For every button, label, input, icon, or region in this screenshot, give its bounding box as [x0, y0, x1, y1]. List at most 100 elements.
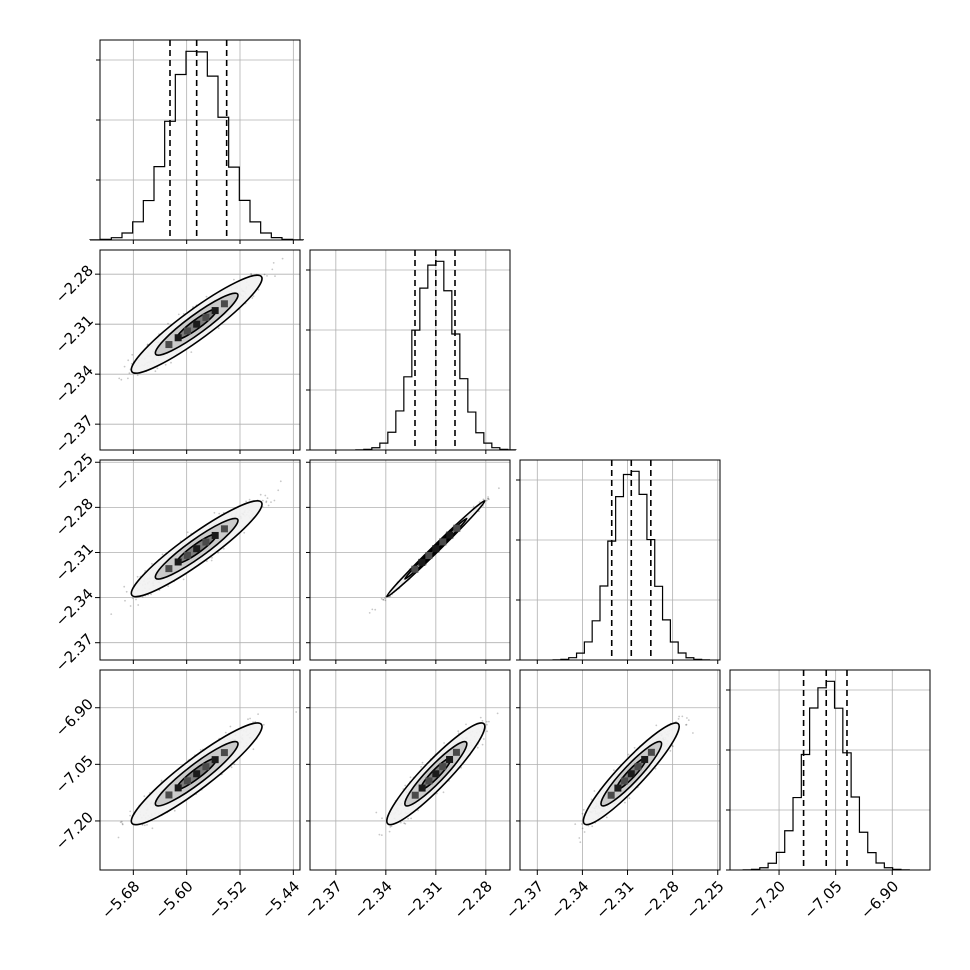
sample-point [443, 742, 445, 744]
sample-point [218, 512, 221, 515]
scatter-points [118, 257, 284, 381]
sample-point [243, 531, 246, 534]
density-core [418, 784, 426, 792]
sample-point [482, 738, 485, 740]
sample-point [277, 489, 280, 492]
sample-point [685, 723, 688, 726]
sample-point [205, 295, 208, 298]
sample-point [151, 562, 153, 565]
sample-point [123, 365, 126, 368]
density-core [202, 763, 210, 771]
density-core [183, 551, 191, 559]
density-core [220, 525, 228, 533]
sample-point [161, 553, 164, 556]
sample-point [230, 766, 233, 769]
sample-point [119, 821, 122, 824]
sample-point [164, 363, 167, 366]
sample-point [417, 809, 419, 812]
sample-point [404, 784, 407, 787]
density-core [193, 770, 201, 778]
sample-point [129, 605, 132, 607]
sample-point [404, 822, 407, 825]
sample-point [479, 716, 482, 719]
grid-layer [100, 40, 930, 870]
sample-point [120, 820, 123, 823]
sample-point [383, 597, 386, 599]
sample-point [460, 766, 462, 769]
sample-point [281, 257, 284, 260]
sample-point [251, 297, 254, 299]
sample-point [678, 715, 680, 718]
sample-point [478, 501, 481, 503]
sample-point [692, 732, 694, 734]
sample-point [264, 494, 267, 497]
sample-point [156, 367, 159, 370]
sample-point [160, 779, 163, 782]
density-core [432, 770, 440, 778]
sample-point [381, 817, 383, 820]
sample-point [481, 719, 484, 722]
sample-point [581, 812, 584, 815]
sample-point [409, 776, 412, 779]
sample-point [121, 823, 124, 826]
sample-point [263, 273, 266, 276]
sample-point [125, 590, 128, 593]
sample-point [247, 718, 249, 721]
sample-point [382, 598, 385, 601]
sample-point [190, 351, 193, 353]
sample-point [628, 797, 631, 799]
sample-point [378, 833, 381, 836]
data-layer [89, 40, 910, 871]
sample-point [382, 598, 385, 601]
sample-point [476, 746, 479, 749]
density-core [439, 538, 447, 546]
sample-point [143, 824, 146, 827]
scatter-points [375, 712, 499, 836]
sample-point [574, 823, 577, 825]
sample-point [127, 377, 129, 380]
sample-point [420, 766, 422, 768]
density-core [183, 777, 191, 785]
density-core [411, 791, 419, 799]
sample-point [224, 731, 227, 734]
sample-point [375, 811, 378, 814]
sample-point [593, 790, 596, 792]
density-core [446, 755, 454, 763]
sample-point [488, 720, 490, 723]
sample-point [137, 604, 140, 606]
sample-point [265, 500, 268, 503]
sample-point [399, 821, 402, 824]
sample-point [233, 763, 236, 766]
sample-point [273, 499, 276, 502]
sample-point [233, 278, 235, 281]
sample-point [248, 498, 251, 501]
sample-point [129, 814, 132, 817]
sample-point [173, 809, 176, 812]
density-core [220, 300, 228, 308]
sample-point [295, 711, 298, 713]
sample-point [127, 359, 130, 362]
sample-point [151, 827, 154, 830]
sample-point [229, 725, 232, 728]
sample-point [487, 497, 490, 500]
sample-point [250, 273, 252, 275]
sample-point [182, 578, 185, 581]
sample-point [252, 295, 255, 297]
scatter-points [110, 480, 282, 615]
sample-point [672, 745, 674, 748]
sample-point [110, 613, 113, 615]
sample-point [123, 585, 126, 588]
sample-point [131, 597, 134, 600]
sample-point [270, 501, 272, 503]
sample-point [272, 262, 275, 264]
density-core [453, 524, 461, 532]
sample-point [581, 827, 584, 830]
sample-point [213, 511, 216, 514]
sample-point [266, 497, 269, 499]
sample-point [117, 836, 120, 839]
sample-point [498, 487, 500, 490]
density-core [418, 558, 426, 566]
density-core [165, 341, 173, 349]
density-core [220, 749, 228, 757]
sample-point [472, 505, 475, 508]
